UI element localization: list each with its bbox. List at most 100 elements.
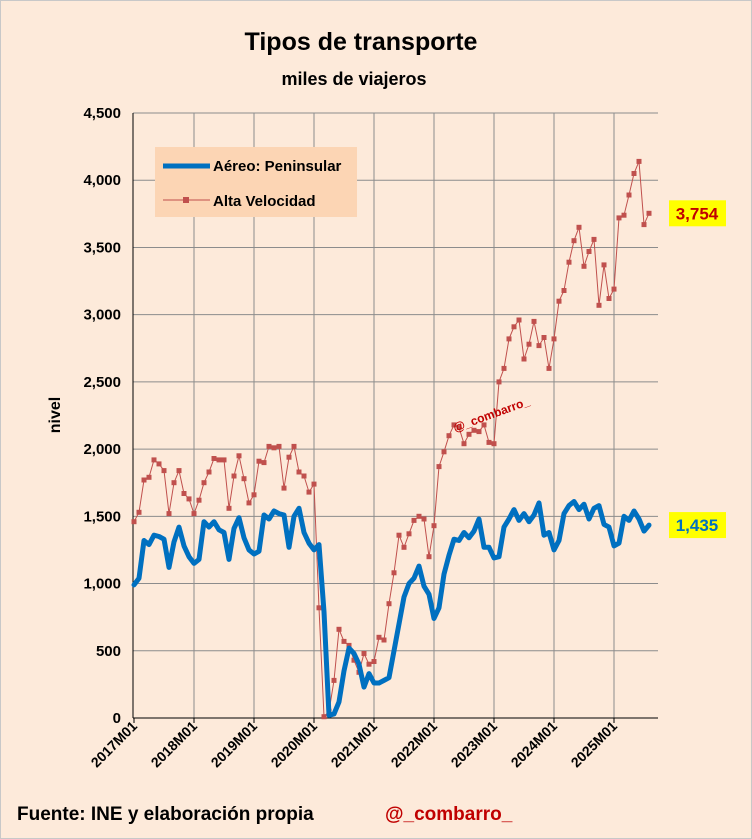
- point-av: [201, 480, 207, 486]
- point-av: [266, 443, 272, 449]
- point-av: [451, 422, 457, 428]
- x-tick-label: 2025M01: [568, 718, 621, 771]
- point-av: [421, 516, 427, 522]
- point-av: [486, 439, 492, 445]
- y-tick-label: 4,500: [83, 105, 121, 122]
- point-av: [646, 210, 652, 216]
- point-av: [416, 513, 422, 519]
- point-av: [256, 458, 262, 464]
- point-av: [316, 605, 322, 611]
- point-av: [341, 638, 347, 644]
- point-av: [281, 485, 287, 491]
- point-av: [466, 431, 472, 437]
- point-av: [566, 259, 572, 265]
- legend-box: [155, 147, 357, 217]
- x-tick-label: 2020M01: [268, 718, 321, 771]
- point-av: [371, 659, 377, 664]
- point-av: [186, 496, 192, 502]
- point-av: [581, 263, 587, 269]
- footer-source: Fuente: INE y elaboración propia: [17, 804, 314, 825]
- point-av: [131, 519, 137, 525]
- y-tick-label: 1,500: [83, 508, 121, 525]
- point-av: [546, 365, 552, 371]
- y-tick-label: 1,000: [83, 576, 121, 593]
- point-av: [406, 531, 412, 537]
- x-tick-label: 2019M01: [208, 718, 261, 771]
- point-av: [541, 335, 547, 340]
- point-av: [636, 158, 642, 164]
- point-av: [271, 445, 277, 451]
- point-av: [631, 171, 637, 176]
- point-av: [261, 460, 267, 466]
- point-av: [241, 476, 247, 482]
- point-av: [436, 464, 442, 470]
- point-av: [426, 554, 432, 560]
- point-av: [251, 492, 257, 498]
- point-av: [481, 422, 487, 428]
- point-av: [196, 497, 202, 503]
- point-av: [556, 298, 562, 304]
- point-av: [526, 341, 532, 347]
- point-av: [586, 249, 592, 254]
- point-av: [641, 222, 647, 228]
- y-tick-label: 2,000: [83, 441, 121, 458]
- point-av: [226, 505, 232, 511]
- point-av: [441, 449, 447, 455]
- y-tick-label: 3,000: [83, 307, 121, 324]
- point-av: [461, 441, 467, 447]
- point-av: [231, 473, 237, 479]
- point-av: [516, 317, 522, 323]
- point-av: [296, 469, 302, 475]
- point-av: [181, 491, 187, 496]
- point-av: [206, 469, 212, 475]
- point-av: [166, 511, 172, 517]
- point-av: [411, 517, 417, 523]
- chart-title: Tipos de transporte: [245, 28, 478, 56]
- point-av: [621, 212, 627, 218]
- point-av: [551, 336, 557, 342]
- point-av: [176, 468, 182, 474]
- point-av: [401, 544, 407, 550]
- point-av: [336, 626, 342, 632]
- end-labels: 3,754 1,435: [669, 200, 726, 539]
- y-axis-ticks: 0 500 1,000 1,500 2,000 2,500 3,000 3,500 4,000 4…: [83, 105, 121, 727]
- point-av: [191, 511, 197, 517]
- y-tick-label: 4,000: [83, 172, 121, 189]
- point-av: [521, 356, 527, 362]
- point-av: [331, 677, 337, 683]
- point-av: [146, 474, 152, 480]
- point-av: [576, 224, 582, 230]
- point-av: [476, 429, 482, 435]
- x-axis-ticks: 2017M01 2018M01 2019M01 2020M01 2021M01 2022M…: [88, 718, 621, 771]
- point-av: [511, 324, 517, 330]
- point-av: [306, 489, 312, 495]
- chart-subtitle: miles de viajeros: [281, 69, 426, 89]
- series-alta-velocidad: [131, 158, 652, 720]
- legend-av-label: Alta Velocidad: [213, 193, 316, 210]
- point-av: [246, 500, 252, 506]
- point-av: [391, 570, 397, 576]
- legend: Aéreo: Peninsular Alta Velocidad: [155, 147, 357, 217]
- series-line-aereo: [131, 499, 652, 718]
- point-av: [431, 523, 437, 529]
- y-tick-label: 2,500: [83, 374, 121, 391]
- series-line-av: [133, 161, 650, 718]
- footer-handle: @_combarro_: [385, 804, 513, 825]
- x-tick-label: 2024M01: [508, 718, 561, 771]
- point-av: [471, 427, 477, 433]
- point-av: [536, 343, 542, 349]
- x-tick-label: 2023M01: [448, 718, 501, 771]
- point-av: [286, 454, 292, 460]
- point-av: [601, 262, 607, 268]
- point-av: [171, 480, 177, 486]
- point-av: [606, 296, 612, 301]
- x-tick-label: 2021M01: [328, 718, 381, 771]
- point-av: [216, 457, 222, 463]
- end-label-av: 3,754: [676, 204, 719, 223]
- point-av: [276, 443, 282, 449]
- point-av: [236, 453, 242, 459]
- x-tick-label: 2018M01: [148, 718, 201, 771]
- legend-aereo-label: Aéreo: Peninsular: [213, 158, 342, 175]
